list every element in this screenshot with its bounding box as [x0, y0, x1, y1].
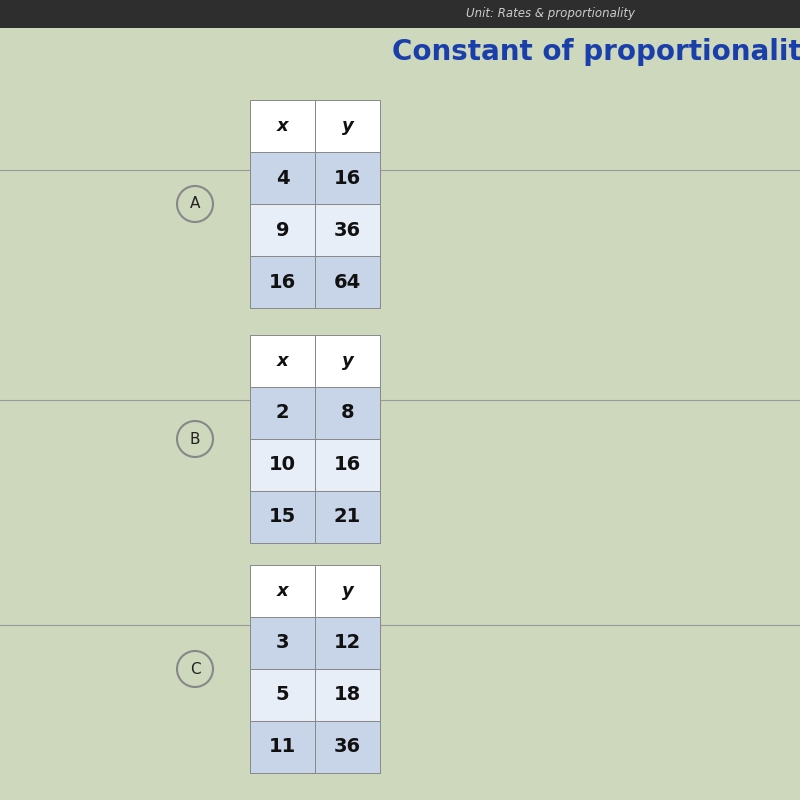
Bar [315, 204, 380, 256]
Text: A: A [190, 197, 200, 211]
Text: 64: 64 [334, 273, 361, 291]
Text: x: x [277, 352, 288, 370]
Text: 5: 5 [276, 686, 290, 705]
Text: x: x [277, 582, 288, 600]
Bar [0, 0, 800, 28]
Text: 16: 16 [269, 273, 296, 291]
Bar [250, 617, 315, 669]
Bar [315, 669, 380, 721]
Bar [250, 565, 315, 617]
Bar [250, 204, 315, 256]
Text: y: y [342, 352, 354, 370]
Text: 3: 3 [276, 634, 290, 653]
Text: B: B [190, 431, 200, 446]
Bar [250, 721, 315, 773]
Text: x: x [277, 117, 288, 135]
Text: C: C [190, 662, 200, 677]
Bar [250, 387, 315, 439]
Bar [315, 617, 380, 669]
Circle shape [177, 651, 213, 687]
Text: 2: 2 [276, 403, 290, 422]
Bar [315, 256, 380, 308]
Text: 36: 36 [334, 221, 361, 239]
Text: 36: 36 [334, 738, 361, 757]
Bar [250, 335, 315, 387]
Bar [315, 439, 380, 491]
Bar [315, 565, 380, 617]
Text: y: y [342, 582, 354, 600]
Text: 18: 18 [334, 686, 361, 705]
Bar [250, 491, 315, 543]
Bar [250, 100, 315, 152]
Bar [250, 256, 315, 308]
Text: Constant of proportionality: Constant of proportionality [392, 38, 800, 66]
Bar [315, 491, 380, 543]
Text: 9: 9 [276, 221, 290, 239]
Bar [250, 669, 315, 721]
Text: 15: 15 [269, 507, 296, 526]
Text: 16: 16 [334, 455, 361, 474]
Text: 12: 12 [334, 634, 361, 653]
Circle shape [177, 186, 213, 222]
Text: 10: 10 [269, 455, 296, 474]
Text: 16: 16 [334, 169, 361, 187]
Bar [315, 721, 380, 773]
Circle shape [177, 421, 213, 457]
Bar [315, 152, 380, 204]
Text: 11: 11 [269, 738, 296, 757]
Bar [250, 152, 315, 204]
Text: Unit: Rates & proportionality: Unit: Rates & proportionality [466, 7, 634, 21]
Text: 21: 21 [334, 507, 361, 526]
Text: y: y [342, 117, 354, 135]
Bar [315, 387, 380, 439]
Text: 4: 4 [276, 169, 290, 187]
Bar [250, 439, 315, 491]
Bar [315, 100, 380, 152]
Bar [315, 335, 380, 387]
Text: 8: 8 [341, 403, 354, 422]
